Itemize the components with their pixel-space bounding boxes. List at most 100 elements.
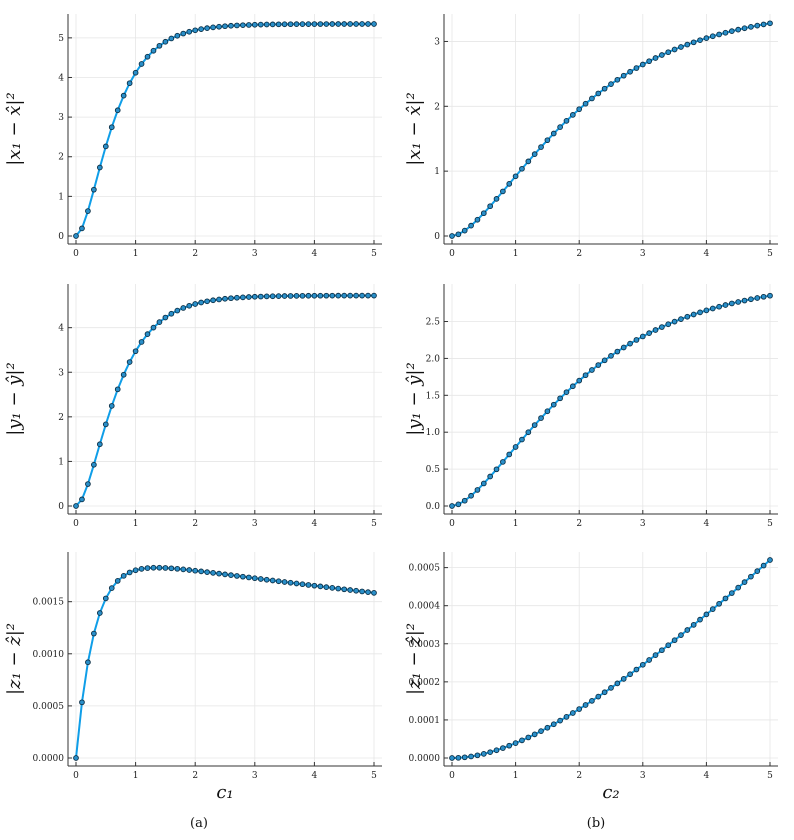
data-point bbox=[305, 582, 312, 588]
y-tick-label: 0.0010 bbox=[33, 650, 65, 660]
data-point bbox=[709, 606, 716, 612]
x-tick-label: 5 bbox=[767, 249, 773, 259]
data-point bbox=[359, 292, 365, 299]
data-point bbox=[251, 21, 258, 28]
data-point bbox=[108, 585, 115, 591]
data-point bbox=[525, 158, 532, 165]
data-point bbox=[468, 492, 474, 499]
data-point bbox=[293, 580, 300, 587]
x-tick-label: 0 bbox=[449, 519, 455, 529]
data-point bbox=[735, 584, 742, 591]
data-point bbox=[204, 25, 210, 31]
data-point bbox=[646, 58, 653, 65]
data-point bbox=[608, 352, 614, 359]
y-tick-label: 1.0 bbox=[426, 428, 441, 438]
data-point bbox=[79, 699, 85, 706]
data-point bbox=[595, 693, 602, 700]
data-point bbox=[174, 32, 181, 39]
data-point bbox=[500, 459, 506, 465]
series-line bbox=[451, 294, 771, 507]
x-tick-label: 2 bbox=[192, 249, 198, 259]
data-point bbox=[716, 303, 722, 310]
data-point bbox=[741, 25, 748, 32]
series-line bbox=[75, 22, 375, 237]
chart-panel-bottom-right: 0 1 2 3 4 5 0.0000 0.0001 0.0002 0.0003 0.0004 0.00… bbox=[404, 552, 778, 803]
data-point bbox=[754, 568, 761, 574]
data-point bbox=[576, 106, 583, 113]
data-point bbox=[275, 293, 282, 299]
y-tick-label: 0 bbox=[58, 502, 64, 512]
x-tick-label: 0 bbox=[449, 249, 455, 259]
data-point bbox=[281, 21, 288, 28]
data-point bbox=[323, 21, 330, 27]
data-point bbox=[474, 216, 481, 223]
data-point bbox=[120, 92, 127, 99]
data-point bbox=[748, 573, 754, 580]
data-point bbox=[678, 632, 684, 638]
data-point bbox=[627, 340, 633, 347]
data-point bbox=[144, 53, 151, 60]
data-point bbox=[506, 451, 513, 458]
data-point bbox=[91, 186, 97, 193]
data-point bbox=[557, 717, 563, 724]
data-point bbox=[168, 565, 175, 572]
data-point bbox=[347, 587, 354, 593]
data-point bbox=[582, 372, 589, 379]
data-point bbox=[275, 578, 282, 585]
y-tick-label: 0.0004 bbox=[409, 602, 441, 612]
x-tick-label: 3 bbox=[252, 771, 258, 781]
data-point bbox=[690, 39, 697, 46]
data-point bbox=[671, 637, 678, 644]
chart-panel-top-right: 0 1 2 3 4 5 0 1 2 3 |x₁ − x̂|² bbox=[404, 14, 778, 259]
data-point bbox=[102, 421, 109, 428]
y-tick-label: 0.0001 bbox=[409, 716, 441, 726]
data-point bbox=[180, 305, 187, 311]
data-point bbox=[690, 622, 697, 628]
data-point bbox=[531, 422, 538, 428]
data-point bbox=[365, 589, 371, 595]
data-point bbox=[108, 124, 115, 131]
data-point bbox=[665, 49, 672, 56]
x-tick-label: 5 bbox=[371, 249, 377, 259]
data-point bbox=[716, 31, 722, 38]
x-tick-label: 4 bbox=[704, 519, 710, 529]
data-point bbox=[299, 292, 306, 299]
data-point bbox=[269, 21, 276, 28]
data-point bbox=[186, 28, 193, 35]
data-point bbox=[557, 124, 563, 130]
data-point bbox=[639, 333, 646, 340]
data-point bbox=[582, 100, 589, 107]
data-point bbox=[741, 579, 748, 586]
data-point bbox=[371, 292, 377, 299]
y-tick-label: 0.0000 bbox=[33, 754, 65, 764]
y-tick-label: 0 bbox=[58, 232, 64, 242]
data-point bbox=[512, 173, 519, 180]
y-tick-label: 3 bbox=[58, 368, 64, 378]
data-point bbox=[493, 747, 500, 754]
data-point bbox=[760, 293, 767, 300]
x-tick-label: 1 bbox=[133, 249, 139, 259]
data-point bbox=[251, 575, 258, 582]
data-point bbox=[722, 29, 729, 36]
data-point bbox=[168, 310, 175, 317]
series-line bbox=[451, 559, 771, 759]
data-point bbox=[162, 314, 169, 321]
x-tick-label: 3 bbox=[640, 771, 646, 781]
data-point bbox=[461, 497, 468, 504]
data-point bbox=[627, 68, 633, 75]
data-point bbox=[639, 61, 646, 68]
data-point bbox=[311, 21, 318, 27]
series-line bbox=[75, 566, 375, 759]
data-point bbox=[96, 164, 103, 171]
data-point bbox=[198, 26, 205, 32]
data-point bbox=[114, 386, 121, 393]
panels: 0 1 2 3 4 5 0 1 2 3 4 5 |x₁ − x̂|² 0 1 2 3 4 5 0 1 2 3 |x₁ − x̂… bbox=[4, 14, 778, 803]
data-point bbox=[563, 714, 570, 720]
x-tick-label: 2 bbox=[576, 519, 582, 529]
y-tick-label: 0.5 bbox=[426, 465, 441, 475]
y-tick-label: 4 bbox=[58, 324, 64, 334]
data-point bbox=[323, 584, 330, 590]
data-point bbox=[754, 22, 761, 29]
data-point bbox=[697, 616, 703, 623]
y-tick-label: 0.0 bbox=[426, 502, 441, 512]
